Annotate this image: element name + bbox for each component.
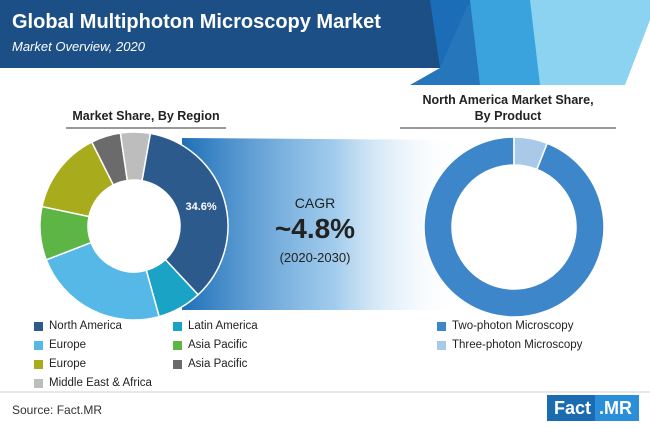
legend-label: Asia Pacific [188,358,248,370]
legend-item-asia-pacific: Asia Pacific [173,339,247,351]
region-donut-chart: 34.6% [39,131,229,321]
left-chart-title: Market Share, By Region [72,109,219,123]
legend-swatch [173,321,182,331]
legend-item-europe-2: Europe [34,358,86,370]
legend-label: Asia Pacific [188,339,248,351]
legend-label: North America [49,320,122,332]
header-banner: Global Multiphoton Microscopy Market Mar… [0,0,650,85]
slice-europe-2 [45,241,161,321]
slice-two-photon-microscopy-0 [423,136,605,318]
right-chart-title-line2: By Product [475,109,543,123]
legend-label: Europe [49,339,87,351]
factmr-logo: Fact .MR [547,395,640,421]
legend-item-north-america: North America [34,320,122,332]
legend-swatch [437,321,446,331]
legend-label: Latin America [188,320,258,332]
legend-item-latin-america: Latin America [173,320,258,332]
legend-swatch [34,321,43,331]
legend-label: Two-photon Microscopy [452,320,574,332]
logo-part-mr: .MR [595,395,640,421]
legend-label: Three-photon Microscopy [452,339,583,351]
legend-item-europe: Europe [34,339,86,351]
right-chart-title-line1: North America Market Share, [422,93,593,107]
legend-swatch [34,378,43,388]
legend-label: Middle East & Africa [49,377,152,389]
cagr-funnel [182,138,460,310]
slice-middle-east-africa-6 [119,131,152,182]
legend-item-asia-pacific-2: Asia Pacific [173,358,247,370]
cagr-period: (2020-2030) [280,250,351,265]
legend-swatch [437,340,446,350]
cagr-label: CAGR [295,195,335,211]
header-title: Global Multiphoton Microscopy Market [12,11,381,33]
legend-swatch [34,340,43,350]
data-label-north-america: 34.6% [186,201,217,213]
source-note: Source: Fact.MR [12,403,103,417]
legend-item-middle-east-africa: Middle East & Africa [34,377,152,389]
header-subtitle: Market Overview, 2020 [12,39,146,54]
legend-item-two-photon: Two-photon Microscopy [437,320,573,332]
cagr-value: ~4.8% [275,213,355,244]
product-donut-chart [423,136,605,318]
legend-swatch [173,359,182,369]
slice-north-america-0 [141,132,229,296]
legend-swatch [34,359,43,369]
legend-swatch [173,340,182,350]
legend-label: Europe [49,358,87,370]
slice-three-photon-microscopy-1 [513,136,549,171]
legend-item-three-photon: Three-photon Microscopy [437,339,582,351]
logo-part-fact: Fact [547,395,596,421]
